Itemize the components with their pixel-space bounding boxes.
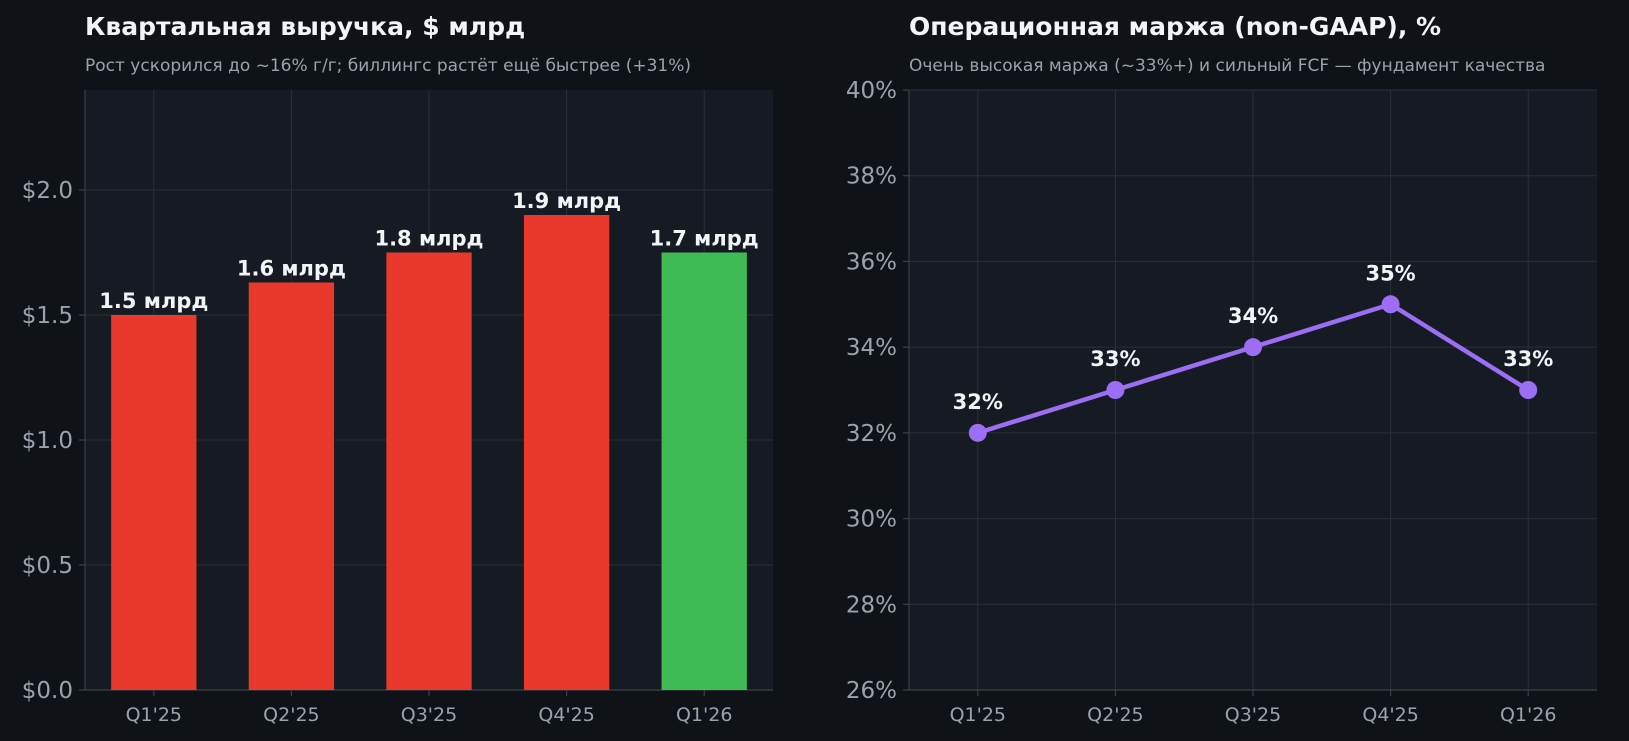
- right-xtick-label: Q2'25: [1087, 704, 1143, 726]
- margin-data-labels: 32% 33% 34% 35% 33%: [953, 261, 1554, 414]
- right-point-label-0: 32%: [953, 390, 1003, 414]
- left-ytick-label: $1.0: [22, 428, 73, 454]
- left-xtick-label: Q4'25: [538, 704, 594, 726]
- right-ytick-label: 36%: [846, 249, 897, 275]
- left-ytick-label: $0.5: [22, 553, 73, 579]
- left-xtick-label: Q1'26: [676, 704, 732, 726]
- right-xtick-label: Q1'25: [950, 704, 1006, 726]
- margin-chart-title: Операционная маржа (non-GAAP), %: [909, 12, 1441, 41]
- right-xtick-label: Q4'25: [1362, 704, 1418, 726]
- right-ytick-label: 28%: [846, 592, 897, 618]
- revenue-chart-subtitle: Рост ускорился до ~16% г/г; биллингс рас…: [85, 56, 691, 76]
- right-ytick-label: 34%: [846, 335, 897, 361]
- right-ytick-label: 30%: [846, 507, 897, 533]
- right-ytick-label: 38%: [846, 164, 897, 190]
- right-point-1: [1106, 381, 1125, 399]
- left-bar-0: [111, 315, 197, 690]
- right-point-2: [1244, 338, 1262, 357]
- right-xtick-label: Q1'26: [1500, 704, 1556, 726]
- right-point-label-4: 33%: [1503, 347, 1553, 371]
- left-xtick-label: Q1'25: [126, 704, 182, 726]
- revenue-bars: [111, 215, 747, 690]
- right-point-label-1: 33%: [1090, 347, 1140, 371]
- left-ytick-label: $1.5: [22, 303, 73, 329]
- margin-x-axis: Q1'25 Q2'25 Q3'25 Q4'25 Q1'26: [950, 690, 1556, 726]
- margin-line-series: [968, 295, 1538, 442]
- revenue-chart: 1.5 млрд 1.6 млрд 1.8 млрд 1.9 млрд 1.7 млрд…: [22, 12, 773, 726]
- margin-chart: 32% 33% 34% 35% 33% 26% 28% 30% 32% 34% 36% 38% 40%…: [846, 12, 1597, 726]
- left-bar-2: [386, 252, 472, 690]
- left-bar-label-2: 1.8 млрд: [374, 227, 483, 251]
- revenue-chart-title: Квартальная выручка, $ млрд: [85, 12, 525, 41]
- right-point-3: [1381, 295, 1400, 314]
- right-point-4: [1519, 381, 1538, 399]
- left-bar-label-0: 1.5 млрд: [99, 289, 208, 313]
- revenue-y-axis: $0.0 $0.5 $1.0 $1.5 $2.0: [22, 178, 85, 704]
- revenue-data-labels: 1.5 млрд 1.6 млрд 1.8 млрд 1.9 млрд 1.7 млрд: [99, 189, 758, 313]
- left-xtick-label: Q3'25: [401, 704, 457, 726]
- left-bar-label-4: 1.7 млрд: [650, 227, 759, 251]
- right-point-label-3: 35%: [1365, 261, 1415, 285]
- left-bar-4: [661, 252, 747, 690]
- margin-chart-subtitle: Очень высокая маржа (~33%+) и сильный FC…: [909, 56, 1545, 76]
- left-xtick-label: Q2'25: [263, 704, 319, 726]
- left-bar-3: [523, 215, 610, 690]
- left-bar-label-3: 1.9 млрд: [512, 189, 621, 213]
- right-point-0: [968, 423, 987, 442]
- margin-y-axis: 26% 28% 30% 32% 34% 36% 38% 40%: [846, 78, 909, 704]
- right-ytick-label: 40%: [846, 78, 897, 104]
- right-xtick-label: Q3'25: [1225, 704, 1281, 726]
- right-point-label-2: 34%: [1228, 304, 1278, 328]
- left-bar-label-1: 1.6 млрд: [237, 257, 346, 281]
- left-ytick-label: $2.0: [22, 178, 73, 204]
- right-ytick-label: 32%: [846, 421, 897, 447]
- right-ytick-label: 26%: [846, 678, 897, 704]
- left-ytick-label: $0.0: [22, 678, 73, 704]
- revenue-x-axis: Q1'25 Q2'25 Q3'25 Q4'25 Q1'26: [126, 690, 732, 726]
- left-bar-1: [248, 282, 335, 690]
